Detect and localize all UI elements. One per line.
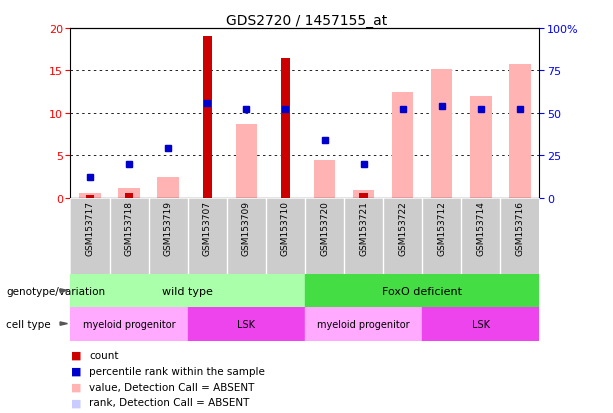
Bar	[359, 194, 368, 198]
Text: ■: ■	[70, 382, 81, 392]
Text: count: count	[89, 350, 118, 360]
Text: GSM153721: GSM153721	[359, 201, 368, 255]
Bar	[70, 308, 188, 341]
Text: GSM153717: GSM153717	[86, 201, 94, 255]
Text: GSM153714: GSM153714	[476, 201, 485, 255]
Text: GSM153707: GSM153707	[203, 201, 211, 255]
Bar	[431, 69, 452, 198]
Text: GSM153710: GSM153710	[281, 201, 290, 255]
Bar	[305, 275, 539, 308]
Bar	[470, 97, 492, 198]
Polygon shape	[60, 289, 67, 292]
Text: ■: ■	[70, 350, 81, 360]
Bar	[353, 191, 375, 198]
Text: value, Detection Call = ABSENT: value, Detection Call = ABSENT	[89, 382, 254, 392]
Bar	[79, 194, 101, 198]
Bar	[70, 275, 305, 308]
Text: wild type: wild type	[162, 286, 213, 296]
Bar	[125, 194, 134, 198]
Text: myeloid progenitor: myeloid progenitor	[83, 319, 175, 329]
Text: ■: ■	[70, 397, 81, 407]
Bar	[188, 308, 305, 341]
Bar	[281, 59, 290, 198]
Bar	[305, 308, 422, 341]
Text: percentile rank within the sample: percentile rank within the sample	[89, 366, 265, 376]
Polygon shape	[60, 322, 67, 325]
Text: GSM153709: GSM153709	[242, 201, 251, 255]
Bar	[203, 38, 211, 198]
Text: LSK: LSK	[472, 319, 490, 329]
Bar	[158, 177, 179, 198]
Text: GSM153716: GSM153716	[516, 201, 524, 255]
Text: rank, Detection Call = ABSENT: rank, Detection Call = ABSENT	[89, 397, 249, 407]
Text: genotype/variation: genotype/variation	[6, 286, 105, 296]
Bar	[118, 188, 140, 198]
Bar	[235, 125, 257, 198]
Text: GDS2720 / 1457155_at: GDS2720 / 1457155_at	[226, 14, 387, 28]
Text: GSM153719: GSM153719	[164, 201, 173, 255]
Bar	[509, 64, 531, 198]
Bar	[86, 196, 94, 198]
Text: GSM153720: GSM153720	[320, 201, 329, 255]
Bar	[392, 93, 413, 198]
Text: GSM153722: GSM153722	[398, 201, 407, 255]
Text: myeloid progenitor: myeloid progenitor	[318, 319, 410, 329]
Text: LSK: LSK	[237, 319, 256, 329]
Text: GSM153712: GSM153712	[437, 201, 446, 255]
Text: FoxO deficient: FoxO deficient	[382, 286, 462, 296]
Bar	[314, 160, 335, 198]
Bar	[422, 308, 539, 341]
Text: ■: ■	[70, 366, 81, 376]
Text: cell type: cell type	[6, 319, 51, 329]
Text: GSM153718: GSM153718	[124, 201, 134, 255]
